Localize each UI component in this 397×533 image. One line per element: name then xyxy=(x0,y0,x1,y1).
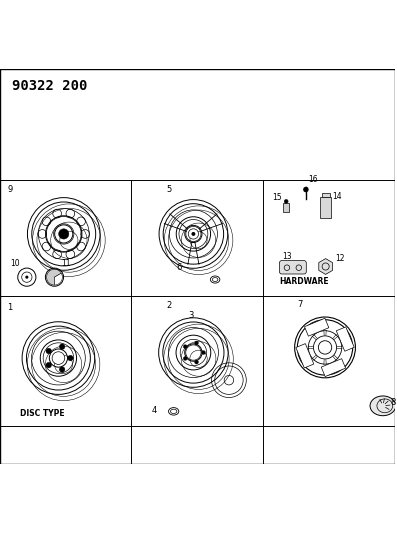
Circle shape xyxy=(46,362,52,368)
Circle shape xyxy=(202,351,206,354)
Text: 15: 15 xyxy=(272,193,281,202)
Polygon shape xyxy=(296,344,314,368)
Circle shape xyxy=(60,367,65,372)
Ellipse shape xyxy=(370,396,396,416)
Text: 11: 11 xyxy=(61,259,71,268)
Circle shape xyxy=(52,352,65,365)
Text: 2: 2 xyxy=(166,301,172,310)
Text: 12: 12 xyxy=(335,254,345,263)
Circle shape xyxy=(67,356,73,361)
Text: 90322 200: 90322 200 xyxy=(12,79,87,93)
Wedge shape xyxy=(46,269,61,285)
Text: 16: 16 xyxy=(308,175,318,184)
Text: 6: 6 xyxy=(177,263,182,272)
FancyBboxPatch shape xyxy=(279,261,306,274)
Text: DISC TYPE: DISC TYPE xyxy=(20,409,64,418)
Circle shape xyxy=(284,199,288,204)
Polygon shape xyxy=(321,359,345,377)
Text: 3: 3 xyxy=(189,311,194,320)
Bar xyxy=(320,197,331,219)
Bar xyxy=(283,203,289,213)
Text: 13: 13 xyxy=(282,252,291,261)
Text: 1: 1 xyxy=(7,303,12,312)
Text: HARDWARE: HARDWARE xyxy=(279,277,329,286)
Text: 10: 10 xyxy=(10,259,19,268)
Circle shape xyxy=(303,187,308,192)
Polygon shape xyxy=(336,327,354,351)
Text: 4: 4 xyxy=(151,406,156,415)
Bar xyxy=(322,193,330,197)
Wedge shape xyxy=(54,273,62,285)
Text: 9: 9 xyxy=(8,185,13,194)
Circle shape xyxy=(195,360,198,364)
Polygon shape xyxy=(304,318,329,336)
Circle shape xyxy=(183,345,187,349)
Circle shape xyxy=(195,341,198,345)
Text: 14: 14 xyxy=(332,191,341,200)
Circle shape xyxy=(59,229,69,239)
Circle shape xyxy=(188,229,198,239)
Circle shape xyxy=(46,348,52,354)
Circle shape xyxy=(191,232,195,236)
Text: 8: 8 xyxy=(391,398,396,407)
Circle shape xyxy=(183,357,187,360)
Text: 5: 5 xyxy=(166,185,172,194)
Circle shape xyxy=(25,276,29,279)
Text: 7: 7 xyxy=(297,300,302,309)
Circle shape xyxy=(60,344,65,350)
